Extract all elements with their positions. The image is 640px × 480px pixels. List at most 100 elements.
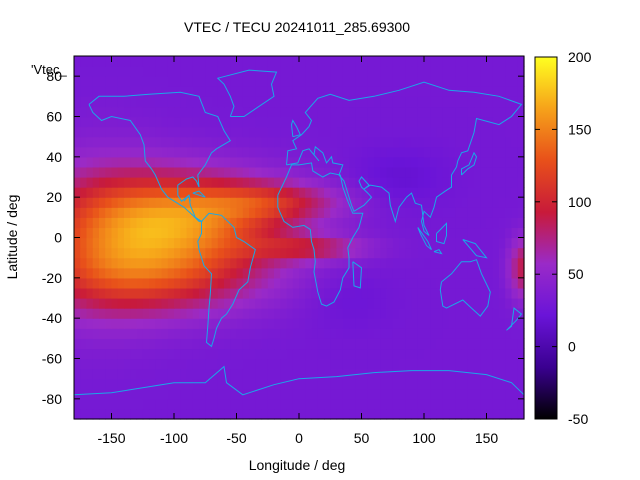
heatmap-cell: [517, 378, 525, 390]
heatmap-cell: [411, 136, 419, 148]
heatmap-cell: [199, 116, 206, 128]
heatmap-cell: [386, 227, 394, 239]
heatmap-cell: [199, 86, 206, 97]
heatmap-cell: [142, 187, 150, 198]
heatmap-cell: [380, 287, 388, 299]
heatmap-cell: [74, 207, 81, 218]
heatmap-cell: [86, 177, 94, 188]
heatmap-cell: [117, 66, 125, 77]
heatmap-cell: [224, 408, 231, 420]
heatmap-cell: [86, 207, 94, 218]
heatmap-cell: [261, 398, 269, 410]
heatmap-cell: [374, 257, 381, 269]
heatmap-cell: [455, 298, 463, 309]
heatmap-cell: [499, 86, 506, 97]
heatmap-cell: [286, 318, 294, 329]
heatmap-cell: [174, 217, 181, 229]
heatmap-cell: [292, 146, 300, 158]
heatmap-cell: [180, 267, 188, 279]
heatmap-cell: [417, 378, 425, 390]
heatmap-cell: [517, 86, 525, 97]
heatmap-cell: [311, 358, 319, 370]
heatmap-cell: [299, 217, 306, 229]
heatmap-cell: [211, 378, 219, 390]
heatmap-cell: [324, 368, 331, 380]
heatmap-cell: [505, 126, 513, 138]
heatmap-cell: [130, 56, 138, 67]
heatmap-cell: [280, 197, 288, 208]
heatmap-cell: [236, 207, 244, 218]
heatmap-cell: [280, 207, 288, 218]
heatmap-cell: [355, 86, 363, 97]
heatmap-cell: [199, 408, 206, 420]
heatmap-cell: [399, 408, 406, 420]
heatmap-cell: [336, 398, 344, 410]
heatmap-cell: [342, 76, 350, 87]
heatmap-cell: [86, 116, 94, 128]
heatmap-cell: [255, 408, 263, 420]
heatmap-cell: [167, 197, 175, 208]
heatmap-cell: [186, 328, 194, 339]
heatmap-cell: [330, 146, 338, 158]
heatmap-cell: [480, 66, 488, 77]
heatmap-cell: [274, 277, 281, 289]
heatmap-cell: [161, 408, 169, 420]
heatmap-cell: [336, 368, 344, 380]
heatmap-cell: [311, 318, 319, 329]
heatmap-cell: [511, 408, 519, 420]
heatmap-cell: [142, 66, 150, 77]
heatmap-cell: [299, 86, 306, 97]
heatmap-cell: [155, 358, 163, 370]
heatmap-cell: [436, 318, 444, 329]
heatmap-cell: [167, 408, 175, 420]
heatmap-cell: [174, 116, 181, 128]
heatmap-cell: [167, 257, 175, 269]
heatmap-cell: [374, 166, 381, 178]
heatmap-cell: [292, 338, 300, 350]
heatmap-cell: [92, 197, 100, 208]
heatmap-cell: [155, 308, 163, 319]
heatmap-cell: [349, 368, 356, 380]
heatmap-cell: [417, 298, 425, 309]
heatmap-cell: [505, 106, 513, 118]
heatmap-cell: [392, 267, 400, 279]
heatmap-cell: [511, 217, 519, 229]
heatmap-cell: [455, 388, 463, 400]
heatmap-cell: [349, 166, 356, 178]
heatmap-cell: [274, 247, 281, 259]
heatmap-cell: [305, 146, 313, 158]
heatmap-cell: [211, 348, 219, 360]
heatmap-cell: [299, 116, 306, 128]
heatmap-cell: [317, 76, 325, 87]
heatmap-cell: [299, 378, 306, 390]
heatmap-cell: [280, 247, 288, 259]
heatmap-cell: [192, 156, 200, 168]
heatmap-cell: [180, 207, 188, 218]
heatmap-cell: [405, 126, 413, 138]
heatmap-cell: [449, 166, 456, 178]
heatmap-cell: [299, 227, 306, 239]
heatmap-cell: [261, 177, 269, 188]
x-axis-ticks: -150 -100 -50 0 50 100 150: [97, 56, 498, 446]
heatmap-cell: [92, 227, 100, 239]
heatmap-cell: [380, 116, 388, 128]
heatmap-cell: [174, 368, 181, 380]
heatmap-cell: [105, 217, 113, 229]
heatmap-cell: [499, 96, 506, 108]
heatmap-cell: [511, 187, 519, 198]
heatmap-cell: [230, 156, 238, 168]
heatmap-cell: [361, 378, 369, 390]
heatmap-cell: [105, 298, 113, 309]
heatmap-cell: [186, 187, 194, 198]
heatmap-cell: [130, 86, 138, 97]
heatmap-cell: [430, 368, 438, 380]
heatmap-cell: [167, 338, 175, 350]
heatmap-cell: [249, 156, 256, 168]
heatmap-cell: [517, 156, 525, 168]
heatmap-cell: [199, 267, 206, 279]
heatmap-cell: [186, 257, 194, 269]
heatmap-cell: [392, 116, 400, 128]
heatmap-cell: [449, 338, 456, 350]
heatmap-cell: [474, 267, 481, 279]
